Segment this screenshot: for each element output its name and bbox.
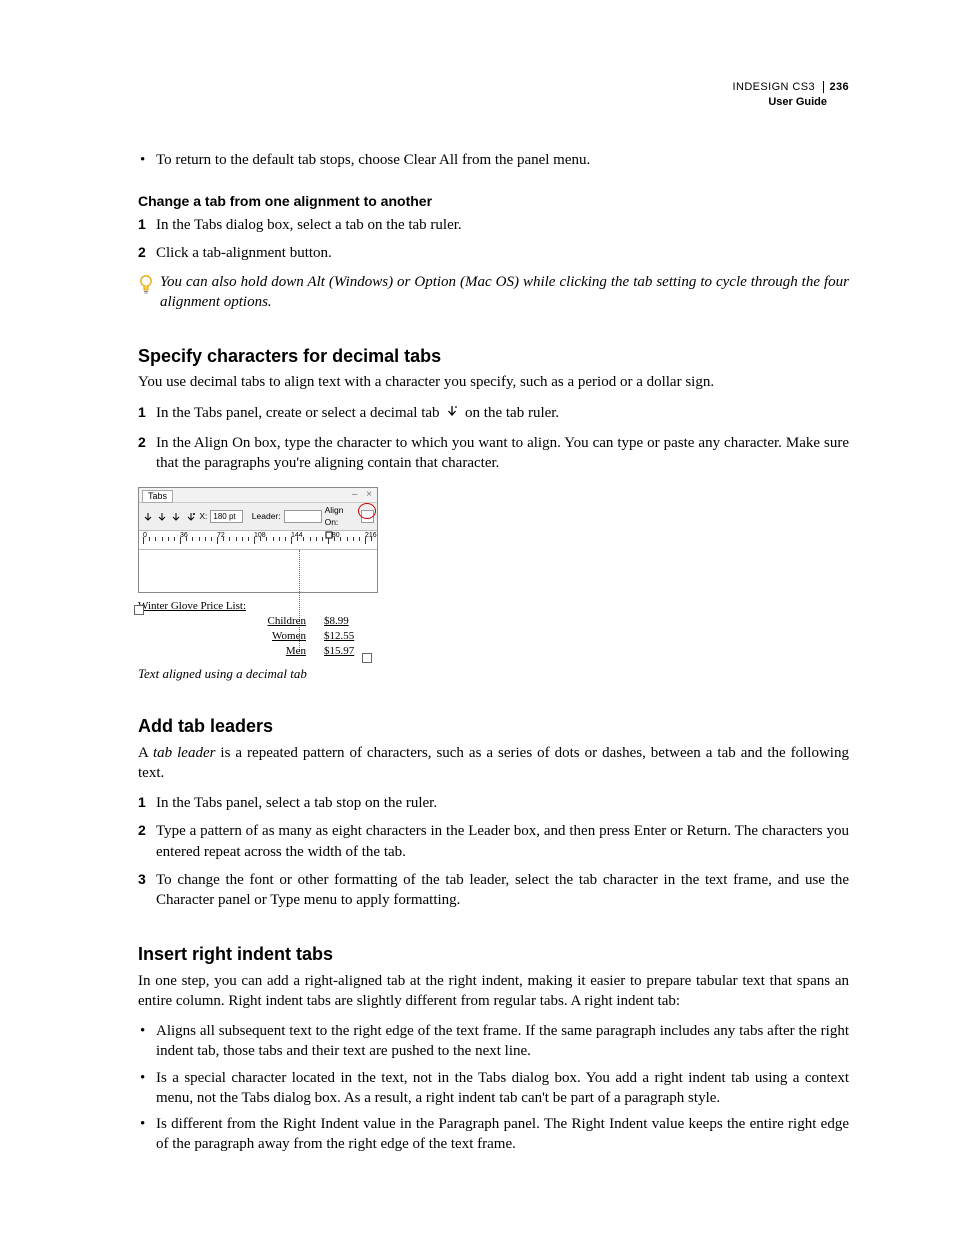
step-number: 3 — [138, 870, 146, 889]
price-row: Women$12.55 — [138, 629, 376, 644]
leader-field — [284, 510, 322, 523]
step-number: 1 — [138, 403, 146, 422]
lightbulb-icon — [138, 274, 154, 296]
step-number: 1 — [138, 793, 146, 812]
decimal-tab-icon — [446, 405, 458, 425]
heading-tab-leaders: Add tab leaders — [138, 714, 849, 738]
x-label: X: — [199, 511, 207, 522]
list-item: To return to the default tab stops, choo… — [138, 150, 849, 170]
right-indent-bullets: Aligns all subsequent text to the right … — [138, 1021, 849, 1155]
tip-text: You can also hold down Alt (Windows) or … — [160, 274, 849, 310]
frame-handle-icon — [362, 653, 372, 663]
leader-label: Leader: — [252, 511, 281, 522]
step: 1 In the Tabs dialog box, select a tab o… — [138, 215, 849, 235]
step: 2 Click a tab-alignment button. — [138, 243, 849, 263]
window-buttons: – × — [352, 488, 375, 502]
intro-bullet-list: To return to the default tab stops, choo… — [138, 150, 849, 170]
paragraph: A tab leader is a repeated pattern of ch… — [138, 743, 849, 784]
center-tab-icon — [156, 511, 167, 523]
step: 1 In the Tabs panel, create or select a … — [138, 403, 849, 425]
heading-right-indent: Insert right indent tabs — [138, 942, 849, 966]
step-number: 1 — [138, 215, 146, 234]
step-text: To change the font or other formatting o… — [156, 872, 849, 908]
step-number: 2 — [138, 243, 146, 262]
price-label: Children — [138, 614, 324, 629]
tip-note: You can also hold down Alt (Windows) or … — [138, 272, 849, 313]
step: 2 Type a pattern of as many as eight cha… — [138, 821, 849, 862]
paragraph: In one step, you can add a right-aligned… — [138, 971, 849, 1012]
step: 2 In the Align On box, type the characte… — [138, 433, 849, 474]
alignon-field: . — [361, 510, 374, 523]
list-item: Is a special character located in the te… — [138, 1068, 849, 1109]
preview-area — [139, 549, 377, 592]
step-text: In the Tabs dialog box, select a tab on … — [156, 217, 462, 233]
right-tab-icon — [171, 511, 182, 523]
page: INDESIGN CS3 236 User Guide To return to… — [0, 0, 954, 1235]
price-value: $12.55 — [324, 629, 354, 644]
step-text: In the Tabs panel, select a tab stop on … — [156, 795, 437, 811]
tab-marker-icon — [325, 530, 333, 542]
price-value: $8.99 — [324, 614, 349, 629]
price-label: Women — [138, 629, 324, 644]
price-row: Men$15.97 — [138, 644, 376, 659]
step-text: In the Align On box, type the character … — [156, 435, 849, 471]
paragraph: You use decimal tabs to align text with … — [138, 372, 849, 392]
x-field: 180 pt — [210, 510, 242, 523]
page-content: To return to the default tab stops, choo… — [138, 150, 849, 1155]
running-header: INDESIGN CS3 236 User Guide — [733, 80, 849, 110]
step-text-a: In the Tabs panel, create or select a de… — [156, 405, 440, 421]
decimal-tab-icon — [185, 511, 196, 523]
step-text: Click a tab-alignment button. — [156, 245, 332, 261]
step-text-b: on the tab ruler. — [465, 405, 559, 421]
alignon-label: Align On: — [325, 505, 358, 528]
panel-tab-label: Tabs — [142, 490, 173, 503]
term: tab leader — [153, 745, 215, 761]
tabs-ruler: 03672108144180216 — [139, 530, 377, 549]
guide-subtitle: User Guide — [733, 95, 849, 110]
list-item: Aligns all subsequent text to the right … — [138, 1021, 849, 1062]
price-list-sample: Winter Glove Price List: Children$8.99Wo… — [138, 599, 376, 658]
price-list-title: Winter Glove Price List: — [138, 599, 376, 614]
left-tab-icon — [142, 511, 153, 523]
product-name: INDESIGN CS3 — [733, 81, 815, 93]
figure-caption: Text aligned using a decimal tab — [138, 665, 849, 683]
price-label: Men — [138, 644, 324, 659]
heading-decimal-tabs: Specify characters for decimal tabs — [138, 344, 849, 368]
figure-decimal-tab: Tabs – × X: 180 pt Leader: Align On: . — [138, 487, 849, 682]
heading-change-alignment: Change a tab from one alignment to anoth… — [138, 192, 849, 211]
tabs-panel-mock: Tabs – × X: 180 pt Leader: Align On: . — [138, 487, 378, 658]
list-item: Is different from the Right Indent value… — [138, 1114, 849, 1155]
price-value: $15.97 — [324, 644, 354, 659]
step-number: 2 — [138, 433, 146, 452]
step: 3 To change the font or other formatting… — [138, 870, 849, 911]
page-number: 236 — [823, 81, 849, 93]
text: A — [138, 745, 153, 761]
step-text: Type a pattern of as many as eight chara… — [156, 823, 849, 859]
price-row: Children$8.99 — [138, 614, 376, 629]
step-number: 2 — [138, 821, 146, 840]
text: is a repeated pattern of characters, suc… — [138, 745, 849, 781]
frame-handle-icon — [134, 605, 144, 615]
step: 1 In the Tabs panel, select a tab stop o… — [138, 793, 849, 813]
